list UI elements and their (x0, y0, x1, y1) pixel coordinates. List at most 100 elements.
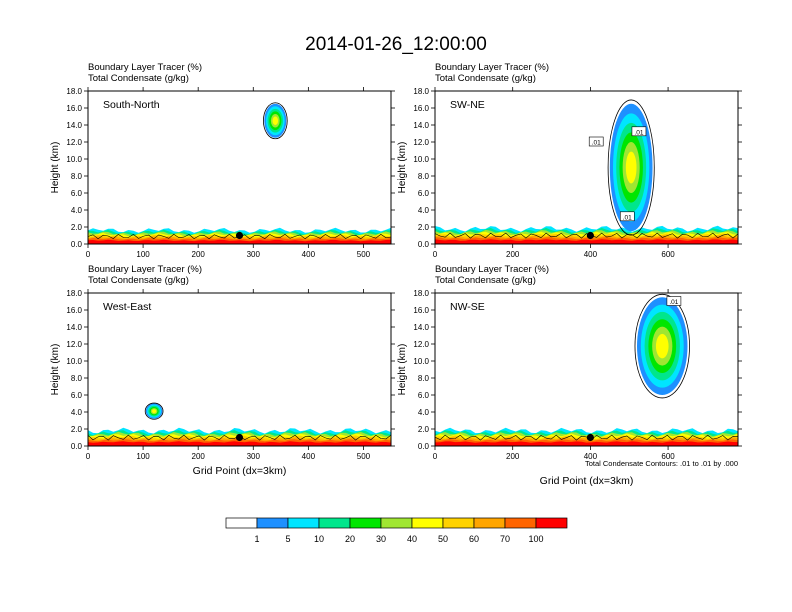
colorbar-label: 20 (345, 534, 355, 544)
y-tick-label: 16.0 (66, 306, 82, 315)
surface-contour (435, 232, 738, 239)
plot-area (88, 91, 391, 244)
field-label-tracer: Boundary Layer Tracer (%) (435, 62, 549, 73)
y-tick-label: 18.0 (66, 87, 82, 96)
colorbar-cell-3 (318, 517, 351, 529)
x-tick-label: 400 (584, 452, 598, 461)
colorbar-label: 1 (254, 534, 259, 544)
contour-label-box-2 (619, 211, 635, 222)
panel-west-east: Boundary Layer Tracer (%)Total Condensat… (50, 264, 395, 477)
colorbar-cell-9 (504, 517, 537, 529)
tracer-band-7 (435, 441, 738, 446)
y-tick-label: 4.0 (71, 408, 83, 417)
y-tick-label: 18.0 (413, 289, 429, 298)
panels: Boundary Layer Tracer (%)Total Condensat… (50, 62, 742, 487)
plot-area (88, 293, 391, 446)
panel-frame (434, 292, 739, 447)
tracer-band-7 (88, 441, 391, 446)
tracer-band-7 (435, 239, 738, 244)
field-label-tracer: Boundary Layer Tracer (%) (88, 62, 202, 73)
field-label-tracer: Boundary Layer Tracer (%) (435, 264, 549, 275)
panel-nw-se: Boundary Layer Tracer (%) Total Condensat… (397, 264, 742, 487)
x-tick-label: 200 (506, 250, 520, 259)
colorbar-cell-7 (442, 517, 475, 529)
colorbar-label: 50 (438, 534, 448, 544)
location-marker (235, 231, 244, 240)
y-tick-label: 12.0 (413, 138, 429, 147)
x-tick-label: 0 (86, 250, 91, 259)
colorbar-label: 10 (314, 534, 324, 544)
y-tick-label: 12.0 (66, 138, 82, 147)
y-tick-label: 8.0 (71, 172, 83, 181)
plume-0-ring-5 (625, 151, 637, 184)
y-tick-label: 4.0 (418, 408, 430, 417)
colorbar-label: 30 (376, 534, 386, 544)
x-tick-label: 0 (433, 452, 438, 461)
y-tick-label: 10.0 (66, 357, 82, 366)
x-tick-label: 400 (302, 452, 316, 461)
colorbar-label: 100 (528, 534, 543, 544)
location-marker (586, 433, 594, 442)
x-tick-label: 500 (357, 250, 371, 259)
plume-0-ring-5 (152, 409, 157, 414)
plot-background (435, 91, 738, 244)
contour-label-0: .01 (669, 299, 678, 306)
colorbar-cell-8 (473, 517, 506, 529)
panel-label: NW-SE (450, 301, 485, 313)
x-tick-label: 200 (192, 250, 206, 259)
panel-frame (87, 292, 392, 447)
plume-0-contour (634, 293, 690, 399)
tracer-band-7 (88, 239, 391, 244)
colorbar-label: 40 (407, 534, 417, 544)
colorbar-label: 60 (469, 534, 479, 544)
y-tick-label: 4.0 (71, 206, 83, 215)
x-tick-label: 600 (661, 250, 675, 259)
y-tick-label: 2.0 (418, 223, 430, 232)
plot-background (88, 91, 391, 244)
x-tick-label: 400 (584, 250, 598, 259)
colorbar-cell-4 (349, 517, 382, 529)
y-tick-label: 14.0 (413, 121, 429, 130)
plot-area: .01 .01 .01 (435, 91, 738, 244)
colorbar-cell-2 (287, 517, 320, 529)
y-tick-label: 6.0 (71, 391, 83, 400)
y-tick-label: 8.0 (71, 374, 83, 383)
location-marker (586, 231, 594, 240)
y-tick-label: 0.0 (71, 240, 83, 249)
x-axis-label: Grid Point (dx=3km) (193, 465, 287, 477)
y-tick-label: 16.0 (413, 104, 429, 113)
y-tick-label: 18.0 (413, 87, 429, 96)
x-axis-label: Grid Point (dx=3km) (540, 475, 634, 487)
colorbar-cell-10 (535, 517, 568, 529)
y-tick-label: 18.0 (66, 289, 82, 298)
field-label-condensate: Total Condensate (g/kg) (435, 73, 536, 84)
panel-frame (434, 90, 739, 245)
y-tick-label: 14.0 (413, 323, 429, 332)
y-tick-label: 10.0 (413, 155, 429, 164)
y-tick-label: 16.0 (413, 306, 429, 315)
panel-south-north: Boundary Layer Tracer (%)Total Condensat… (50, 62, 395, 259)
colorbar-cell-1 (256, 517, 289, 529)
panel-frame (87, 90, 392, 245)
y-axis-label: Height (km) (397, 344, 408, 396)
panel-label: West-East (103, 301, 151, 313)
y-tick-label: 2.0 (71, 425, 83, 434)
surface-contour (435, 434, 738, 441)
y-tick-label: 2.0 (71, 223, 83, 232)
y-tick-label: 4.0 (418, 206, 430, 215)
y-tick-label: 6.0 (418, 189, 430, 198)
y-tick-label: 12.0 (66, 340, 82, 349)
y-tick-label: 10.0 (66, 155, 82, 164)
plume-0-contour (263, 102, 288, 140)
plume-0-contour (607, 99, 655, 236)
contour-note: Total Condensate Contours: .01 to .01 by… (585, 459, 738, 468)
plot-background (88, 293, 391, 446)
y-tick-label: 8.0 (418, 172, 430, 181)
contour-label-box-0 (588, 136, 604, 147)
plot-area: .01 (435, 293, 738, 446)
y-axis-label: Height (km) (50, 344, 61, 396)
field-label-condensate: Total Condensate (g/kg) (88, 73, 189, 84)
x-tick-label: 100 (136, 250, 150, 259)
x-tick-label: 400 (302, 250, 316, 259)
